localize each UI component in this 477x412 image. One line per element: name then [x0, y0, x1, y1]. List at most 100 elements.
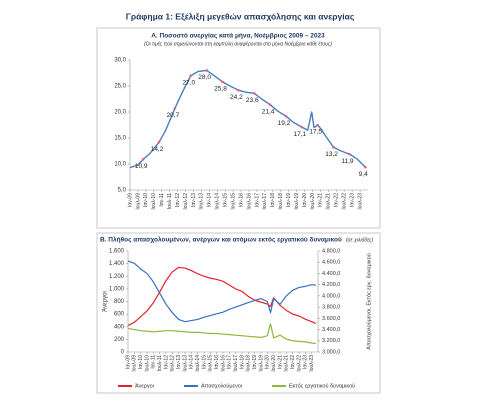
- x-tick-label: Ιουλ-18: [246, 355, 252, 372]
- data-label: 20,7: [167, 112, 180, 119]
- x-tick-label: Ιουλ-19: [294, 193, 300, 210]
- chart-subtitle: (σε χιλιάδες): [346, 237, 374, 243]
- x-tick-label: Ιαν-10: [143, 193, 149, 207]
- y2-tick-label: 4.200,0: [322, 282, 340, 288]
- data-point: [268, 103, 272, 107]
- data-point: [189, 74, 193, 77]
- data-point: [205, 69, 208, 72]
- x-tick-label: Ιαν-19: [252, 355, 258, 369]
- y-axis-label: Άνεργοι: [103, 291, 109, 312]
- series-line: [127, 266, 317, 327]
- data-point: [157, 140, 161, 144]
- y2-tick-label: 3.800,0: [322, 305, 340, 311]
- x-tick-label: Ιουλ-18: [278, 193, 284, 210]
- y-tick-label: 25,0: [114, 84, 126, 90]
- y2-tick-label: 4.800,0: [322, 248, 340, 254]
- x-tick-label: Ιαν-12: [175, 193, 181, 207]
- x-tick-label: Ιαν-18: [270, 193, 276, 207]
- x-tick-label: Ιαν-13: [191, 193, 197, 207]
- x-tick-label: Ιουλ-13: [182, 355, 188, 372]
- x-tick-label: Ιουλ-11: [167, 193, 173, 209]
- legend-label: Απασχολούμενοι: [201, 382, 243, 389]
- x-tick-label: Ιουλ-13: [199, 193, 205, 210]
- x-tick-label: Ιαν-14: [207, 193, 213, 207]
- y-tick-label: 800: [114, 299, 125, 305]
- y2-tick-label: 4.400,0: [322, 271, 340, 277]
- y-tick-label: 400: [114, 324, 125, 330]
- data-label: 11,9: [341, 158, 354, 165]
- x-tick-label: Ιαν-10: [138, 355, 144, 369]
- x-tick-label: Ιουλ-15: [208, 355, 214, 372]
- data-label: 23,6: [246, 97, 259, 104]
- x-tick-label: Ιουλ-20: [310, 193, 316, 210]
- x-tick-label: Ιουλ-16: [246, 193, 252, 210]
- x-tick-label: Ιουλ-23: [309, 355, 315, 372]
- x-tick-label: Ιαν-21: [277, 355, 283, 369]
- x-tick-label: Ιαν-17: [254, 193, 260, 207]
- series-line: [127, 323, 316, 345]
- data-point: [364, 165, 367, 169]
- data-point: [173, 107, 177, 110]
- data-point: [221, 80, 224, 84]
- data-label: 21,4: [262, 108, 275, 115]
- x-tick-label: Ιουλ-22: [296, 355, 302, 372]
- chart-title: Β. Πλήθος απασχολουμένων, ανέργων και ατ…: [100, 236, 342, 244]
- x-tick-label: Ιαν-09: [127, 193, 133, 207]
- data-label: 24,2: [230, 94, 243, 101]
- y-tick-label: 1.600: [109, 249, 125, 255]
- data-label: 27,0: [182, 79, 195, 86]
- series-line: [127, 260, 316, 323]
- x-tick-label: Ιουλ-10: [144, 355, 150, 372]
- y-tick-label: 30,0: [114, 58, 126, 64]
- data-label: 17,5: [309, 129, 322, 136]
- x-tick-label: Ιουλ-17: [262, 193, 268, 210]
- x-tick-label: Ιουλ-16: [220, 355, 226, 372]
- x-tick-label: Ιαν-22: [334, 193, 340, 207]
- x-tick-label: Ιουλ-12: [170, 355, 176, 372]
- y-tick-label: 10,0: [114, 162, 126, 168]
- data-label: 25,8: [214, 86, 227, 93]
- x-tick-label: Ιουλ-09: [135, 193, 141, 210]
- x-tick-label: Ιαν-23: [303, 355, 309, 369]
- y2-axis-label: Απασχολούμενοι, Εκτός εργ. δυναμικού: [365, 253, 372, 349]
- chart-subtitle: (Οι τιμές που σημειώνονται στη καμπύλη α…: [144, 40, 332, 47]
- chart-title: Α. Ποσοστό ανεργίας κατά μήνα, Νοέμβριος…: [151, 33, 325, 40]
- x-tick-label: Ιαν-19: [286, 193, 292, 207]
- data-point: [316, 123, 320, 127]
- x-tick-label: Ιουλ-23: [357, 193, 363, 210]
- x-tick-label: Ιουλ-09: [132, 355, 138, 372]
- panel-a: [96, 27, 381, 229]
- legend-label: Άνεργοι: [135, 383, 155, 389]
- x-tick-label: Ιαν-16: [214, 355, 220, 369]
- x-tick-label: Ιαν-11: [151, 355, 157, 369]
- x-tick-label: Ιαν-16: [238, 193, 244, 207]
- x-tick-label: Ιαν-23: [349, 193, 355, 207]
- y2-tick-label: 3.200,0: [322, 338, 340, 344]
- page-title: Γράφημα 1: Εξέλιξη μεγεθών απασχόλησης κ…: [126, 11, 355, 21]
- data-label: 28,0: [198, 74, 211, 81]
- x-tick-label: Ιουλ-19: [258, 355, 264, 372]
- y2-tick-label: 4.600,0: [322, 260, 340, 266]
- y2-tick-label: 3.400,0: [322, 327, 340, 333]
- x-tick-label: Ιαν-20: [265, 355, 271, 369]
- x-tick-label: Ιαν-22: [290, 355, 296, 369]
- y-tick-label: 20,0: [114, 110, 126, 116]
- x-tick-label: Ιουλ-21: [326, 193, 332, 210]
- x-tick-label: Ιουλ-22: [342, 193, 348, 210]
- y-tick-label: 200: [114, 337, 125, 343]
- y-tick-label: 1.000: [109, 286, 125, 292]
- x-tick-label: Ιαν-12: [163, 355, 169, 369]
- x-tick-label: Ιουλ-11: [157, 355, 163, 371]
- y2-tick-label: 4.000,0: [322, 293, 340, 299]
- data-label: 10,9: [135, 163, 148, 170]
- data-point: [284, 114, 288, 118]
- x-tick-label: Ιαν-21: [318, 193, 324, 207]
- x-tick-label: Ιουλ-10: [151, 193, 157, 210]
- y-tick-label: 5,0: [118, 188, 127, 194]
- data-point: [252, 91, 256, 95]
- x-tick-label: Ιαν-15: [201, 355, 207, 369]
- x-tick-label: Ιουλ-14: [195, 355, 201, 372]
- data-label: 14,2: [151, 146, 164, 153]
- x-tick-label: Ιουλ-12: [183, 193, 189, 210]
